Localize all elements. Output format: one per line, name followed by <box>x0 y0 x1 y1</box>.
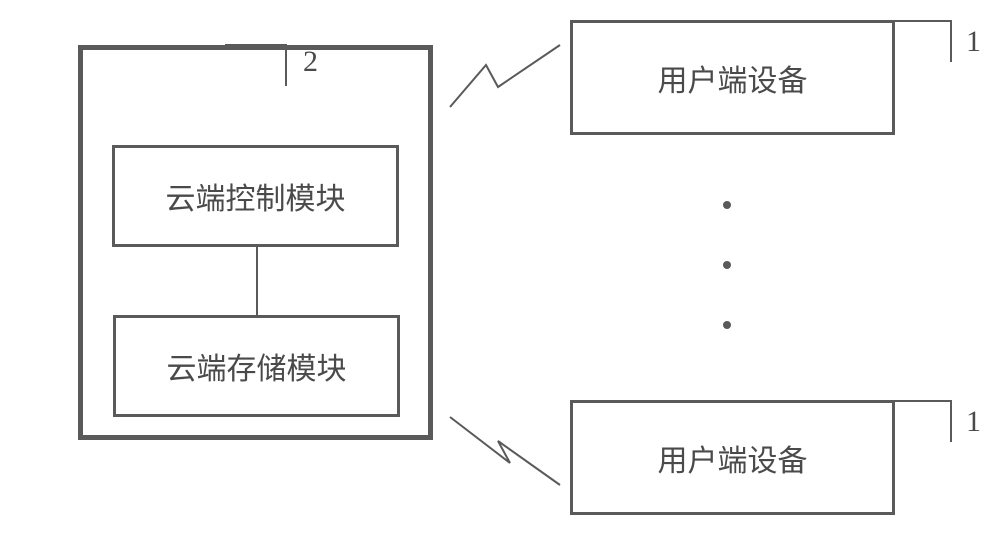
callout-1b-h <box>895 400 950 402</box>
callout-2-h <box>225 44 285 46</box>
client-bottom-label: 用户端设备 <box>658 436 808 480</box>
callout-2-label: 2 <box>303 45 318 79</box>
callout-2-v <box>285 44 287 86</box>
cloud-control-module: 云端控制模块 <box>112 145 399 247</box>
cloud-storage-module: 云端存储模块 <box>113 315 400 417</box>
ellipsis-dot <box>723 261 731 269</box>
callout-1b-label: 1 <box>966 405 981 439</box>
client-top-label: 用户端设备 <box>658 56 808 100</box>
cloud-inner-link <box>256 247 258 315</box>
cloud-control-label: 云端控制模块 <box>166 174 346 218</box>
client-device-bottom: 用户端设备 <box>570 400 895 515</box>
wireless-signal-icon <box>430 405 580 500</box>
callout-1a-v <box>950 20 952 62</box>
ellipsis-dot <box>723 321 731 329</box>
diagram-canvas: 云端控制模块 云端存储模块 用户端设备 用户端设备 2 1 1 <box>0 0 1000 545</box>
cloud-storage-label: 云端存储模块 <box>167 344 347 388</box>
ellipsis-dot <box>723 201 731 209</box>
wireless-signal-icon <box>430 35 580 130</box>
callout-1a-h <box>895 20 950 22</box>
callout-1a-label: 1 <box>966 25 981 59</box>
callout-1b-v <box>950 400 952 442</box>
client-device-top: 用户端设备 <box>570 20 895 135</box>
